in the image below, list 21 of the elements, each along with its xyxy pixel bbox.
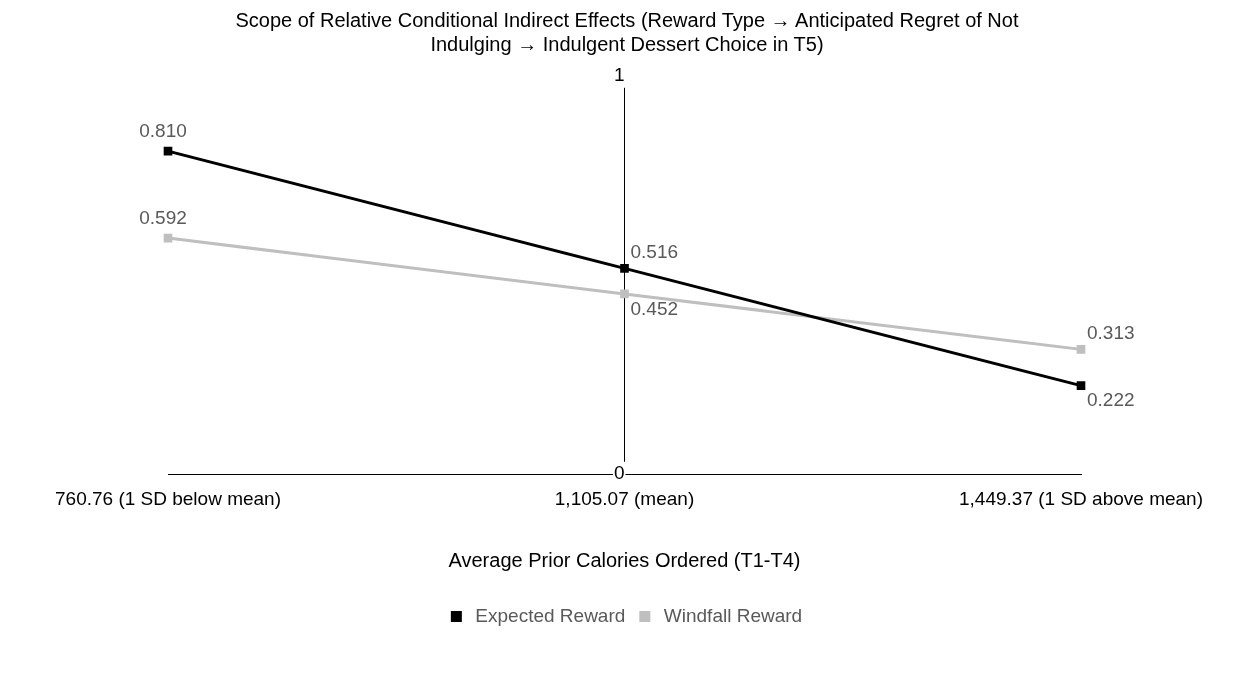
data-label: 0.222 [1087,389,1135,411]
legend-label: Expected Reward [475,604,626,626]
data-label: 0.313 [1087,322,1135,344]
x-tick-label: 760.76 (1 SD below mean) [54,487,282,509]
point [1076,381,1086,390]
point [620,289,629,299]
point [163,233,173,243]
x-axis-title: Average Prior Calories Ordered (T1-T4) [448,548,801,571]
y-tick-label: 1 [613,63,625,85]
x-tick-label: 1,449.37 (1 SD above mean) [959,487,1203,509]
data-label: 0.592 [139,206,187,228]
legend-label: Windfall Reward [663,604,803,626]
x-tick-label: 1,105.07 (mean) [554,487,695,509]
point [1076,345,1086,354]
point [163,146,173,156]
chart-title: Scope of Relative Conditional Indirect Effects (Reward Type → Anticipated Regret of Not Indulging → Indulgent Dessert Choice in T5) [234,8,1020,56]
y-tick-label: 0 [613,462,625,484]
point [620,264,629,273]
data-label: 0.810 [139,119,187,141]
data-label: 0.452 [630,297,679,319]
data-label: 0.516 [630,241,679,263]
